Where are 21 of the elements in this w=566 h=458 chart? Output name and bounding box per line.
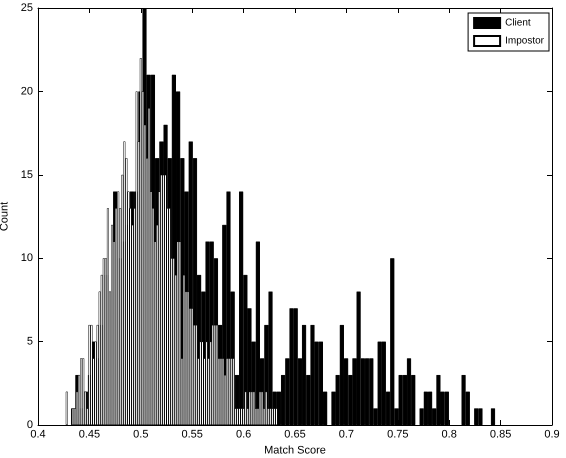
legend-label: Client [505,18,531,28]
x-axis-title: Match Score [264,444,326,456]
x-tick-label: 0.85 [490,428,512,440]
x-tick-label: 0.4 [30,428,46,440]
x-tick-label: 0.5 [133,428,148,440]
y-tick-label: 20 [20,85,33,98]
x-tick-label: 0.6 [236,428,252,440]
y-tick-label: 0 [26,419,33,431]
x-tick-label: 0.8 [442,428,457,440]
legend-label: Impostor [505,36,545,46]
x-tick-label: 0.75 [387,428,409,440]
x-tick-label: 0.7 [338,428,354,440]
y-tick-label: 10 [20,252,33,264]
x-tick-label: 0.55 [181,428,203,440]
y-tick-label: 5 [26,336,33,348]
x-tick-label: 0.9 [544,428,560,440]
x-tick-label: 0.65 [284,428,306,440]
y-tick-label: 15 [20,168,33,181]
x-tick-label: 0.45 [78,428,100,440]
y-axis-title: Count [0,202,10,232]
y-tick-label: 25 [20,2,33,14]
